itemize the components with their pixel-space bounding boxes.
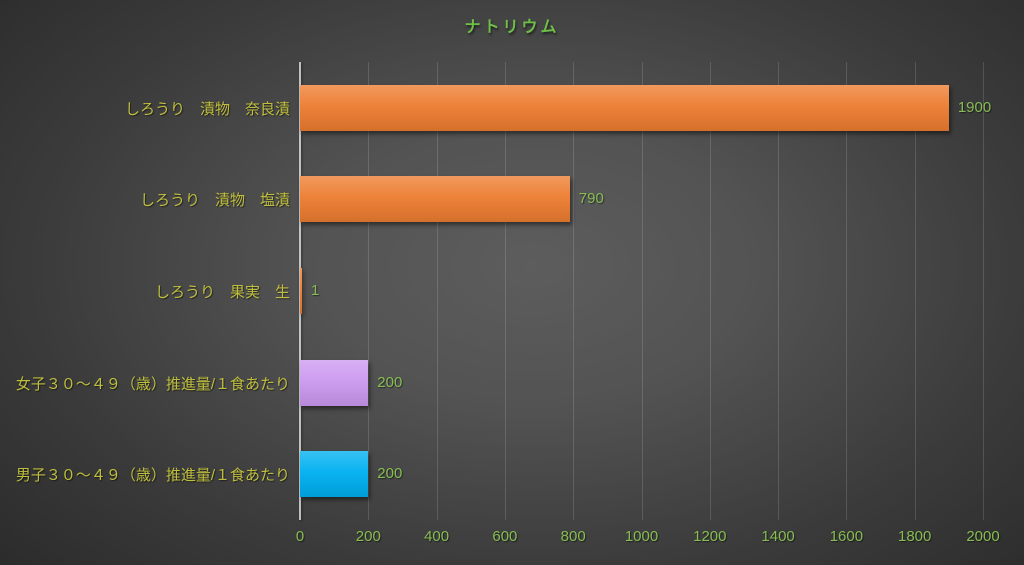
x-tick-label: 1000 [624, 528, 659, 545]
gridline [846, 62, 848, 520]
data-label-0: 1900 [957, 98, 992, 116]
bar-3 [300, 359, 369, 406]
data-label-4: 200 [377, 465, 403, 483]
gridline [436, 62, 438, 520]
x-tick-label: 1800 [898, 528, 932, 545]
bar-2 [300, 268, 302, 314]
x-tick-label: 200 [355, 528, 381, 545]
category-label-3: 女子３０～４９（歳）推進量/１食あたり [15, 375, 290, 393]
x-tick-label: 1600 [829, 528, 864, 545]
x-tick-label: 2000 [966, 528, 1000, 545]
bar-0 [300, 84, 949, 131]
x-tick-label: 400 [424, 528, 450, 545]
gridline [914, 62, 916, 520]
x-tick-label: 1400 [761, 528, 795, 545]
data-label-3: 200 [377, 373, 403, 391]
x-tick-label: 800 [560, 528, 586, 545]
gridline [983, 62, 984, 520]
category-label-4: 男子３０～４９（歳）推進量/１食あたり [15, 467, 290, 485]
bar-4 [300, 451, 369, 498]
bar-1 [300, 176, 570, 223]
gridline [778, 62, 780, 520]
data-label-1: 790 [578, 190, 604, 208]
x-tick-label: 0 [295, 528, 305, 545]
x-tick-label: 1200 [693, 528, 727, 545]
gridline [368, 62, 370, 520]
gridline [573, 62, 575, 520]
chart-title: ナトリウム [464, 19, 560, 36]
gridline [504, 62, 506, 520]
category-label-1: しろうり 漬物 塩漬 [139, 192, 290, 210]
plot-area [299, 62, 984, 520]
gridline [709, 62, 711, 520]
gridline [641, 62, 643, 520]
x-tick-label: 600 [492, 528, 518, 545]
category-label-2: しろうり 果実 生 [154, 284, 290, 301]
data-label-2: 1 [311, 282, 320, 299]
category-label-0: しろうり 漬物 奈良漬 [124, 100, 290, 118]
